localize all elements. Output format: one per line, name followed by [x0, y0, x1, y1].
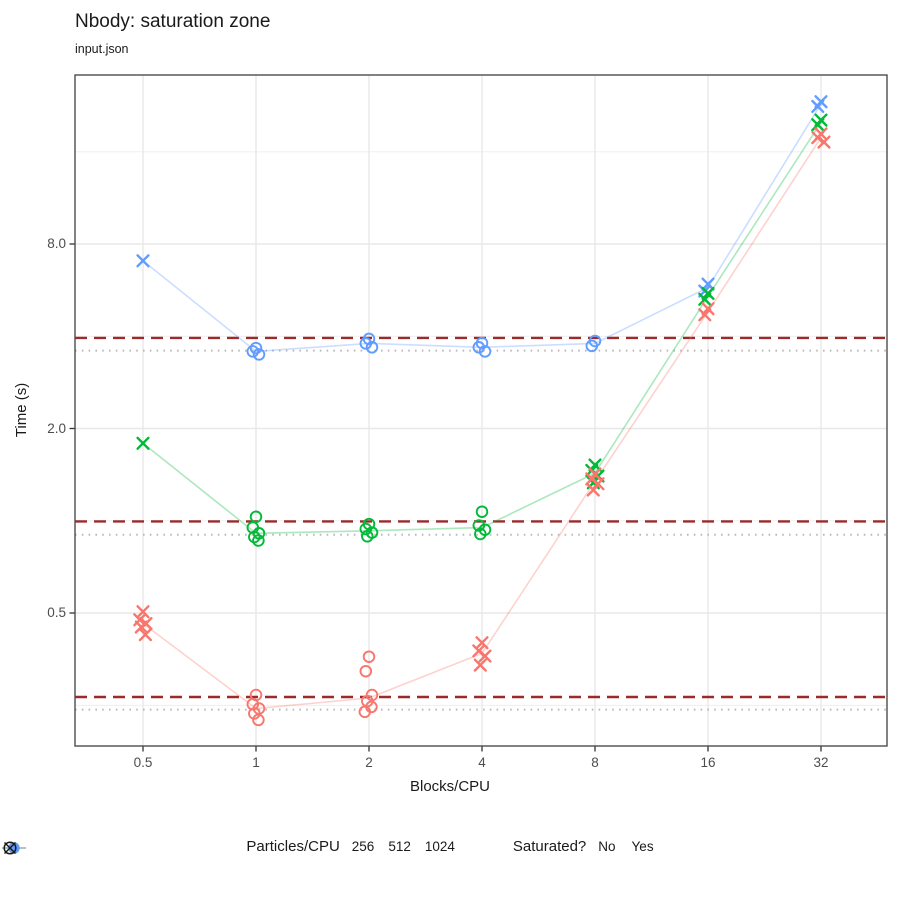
- plot-panel: [69, 74, 888, 752]
- point-x-256: [586, 483, 600, 497]
- point-circle-512: [361, 530, 374, 543]
- legend-item-Yes: Yes: [3, 839, 654, 855]
- point-circle-1024: [359, 337, 373, 350]
- x-tick-label: 8: [591, 755, 599, 770]
- point-x-512: [136, 436, 150, 450]
- shape-legend-title: Saturated?: [512, 838, 587, 855]
- legend-item-512: 512: [2, 839, 411, 854]
- y-tick-label: 0.5: [47, 605, 66, 620]
- legend: Particles/CPU 256 512 1024 Saturated? No Ye…: [0, 838, 900, 855]
- point-circle-512: [252, 534, 265, 547]
- x-tick-label: 32: [813, 755, 829, 770]
- point-x-512: [811, 118, 825, 132]
- point-x-1024: [136, 254, 150, 268]
- point-x-256: [138, 628, 153, 642]
- point-circle-1024: [478, 345, 492, 358]
- point-circle-512: [475, 505, 489, 518]
- point-x-256: [134, 620, 148, 634]
- point-circle-256: [248, 707, 261, 720]
- point-circle-1024: [246, 345, 260, 358]
- point-x-256: [478, 649, 492, 663]
- color-legend-group: Particles/CPU 256 512 1024: [2, 838, 455, 855]
- point-x-512: [698, 292, 712, 306]
- point-x-256: [698, 308, 712, 322]
- legend-item-No: No: [3, 839, 616, 855]
- point-circle-512: [249, 510, 263, 524]
- legend-item-label: Yes: [631, 839, 654, 854]
- point-x-1024: [701, 277, 715, 291]
- point-x-256: [701, 302, 715, 316]
- x-tick-label: 2: [365, 755, 373, 770]
- point-circle-1024: [252, 348, 266, 361]
- point-x-1024: [811, 99, 825, 114]
- legend-item-label: 512: [388, 839, 411, 854]
- x-tick-label: 4: [478, 755, 486, 770]
- point-circle-1024: [585, 339, 599, 353]
- y-tick-label: 2.0: [47, 420, 66, 436]
- point-circle-512: [472, 519, 486, 532]
- point-x-256: [811, 130, 825, 145]
- point-circle-256: [362, 650, 376, 663]
- point-x-256: [473, 658, 487, 672]
- legend-item-1024: 1024: [2, 839, 455, 854]
- y-axis-title: Time (s): [13, 382, 30, 438]
- legend-item-label: 256: [351, 839, 375, 854]
- point-circle-1024: [249, 341, 263, 355]
- point-circle-512: [359, 522, 373, 536]
- legend-item-label: No: [598, 839, 616, 854]
- point-circle-256: [252, 713, 265, 727]
- x-axis-title: Blocks/CPU: [409, 778, 491, 795]
- legend-key-point-icon: [2, 842, 26, 854]
- color-legend-title: Particles/CPU: [246, 838, 340, 855]
- panel-border: [74, 74, 888, 747]
- legend-item-256: 256: [2, 839, 375, 854]
- point-x-256: [475, 636, 489, 650]
- chart-subtitle: input.json: [75, 42, 129, 56]
- chart-title: Nbody: saturation zone: [75, 11, 271, 32]
- point-circle-256: [358, 705, 372, 719]
- legend-key-circle-icon: [3, 841, 17, 855]
- point-x-512: [701, 286, 715, 300]
- point-circle-1024: [365, 341, 379, 354]
- x-tick-label: 1: [252, 755, 260, 770]
- point-circle-1024: [472, 341, 486, 354]
- x-tick-label: 0.5: [133, 755, 153, 770]
- legend-item-label: 1024: [424, 839, 455, 854]
- point-circle-512: [474, 527, 487, 541]
- shape-legend-group: Saturated? No Yes: [3, 838, 654, 855]
- y-tick-label: 8.0: [47, 236, 66, 251]
- point-x-256: [817, 135, 831, 149]
- point-circle-256: [359, 664, 373, 678]
- point-x-256: [136, 605, 150, 619]
- x-tick-label: 16: [700, 755, 716, 770]
